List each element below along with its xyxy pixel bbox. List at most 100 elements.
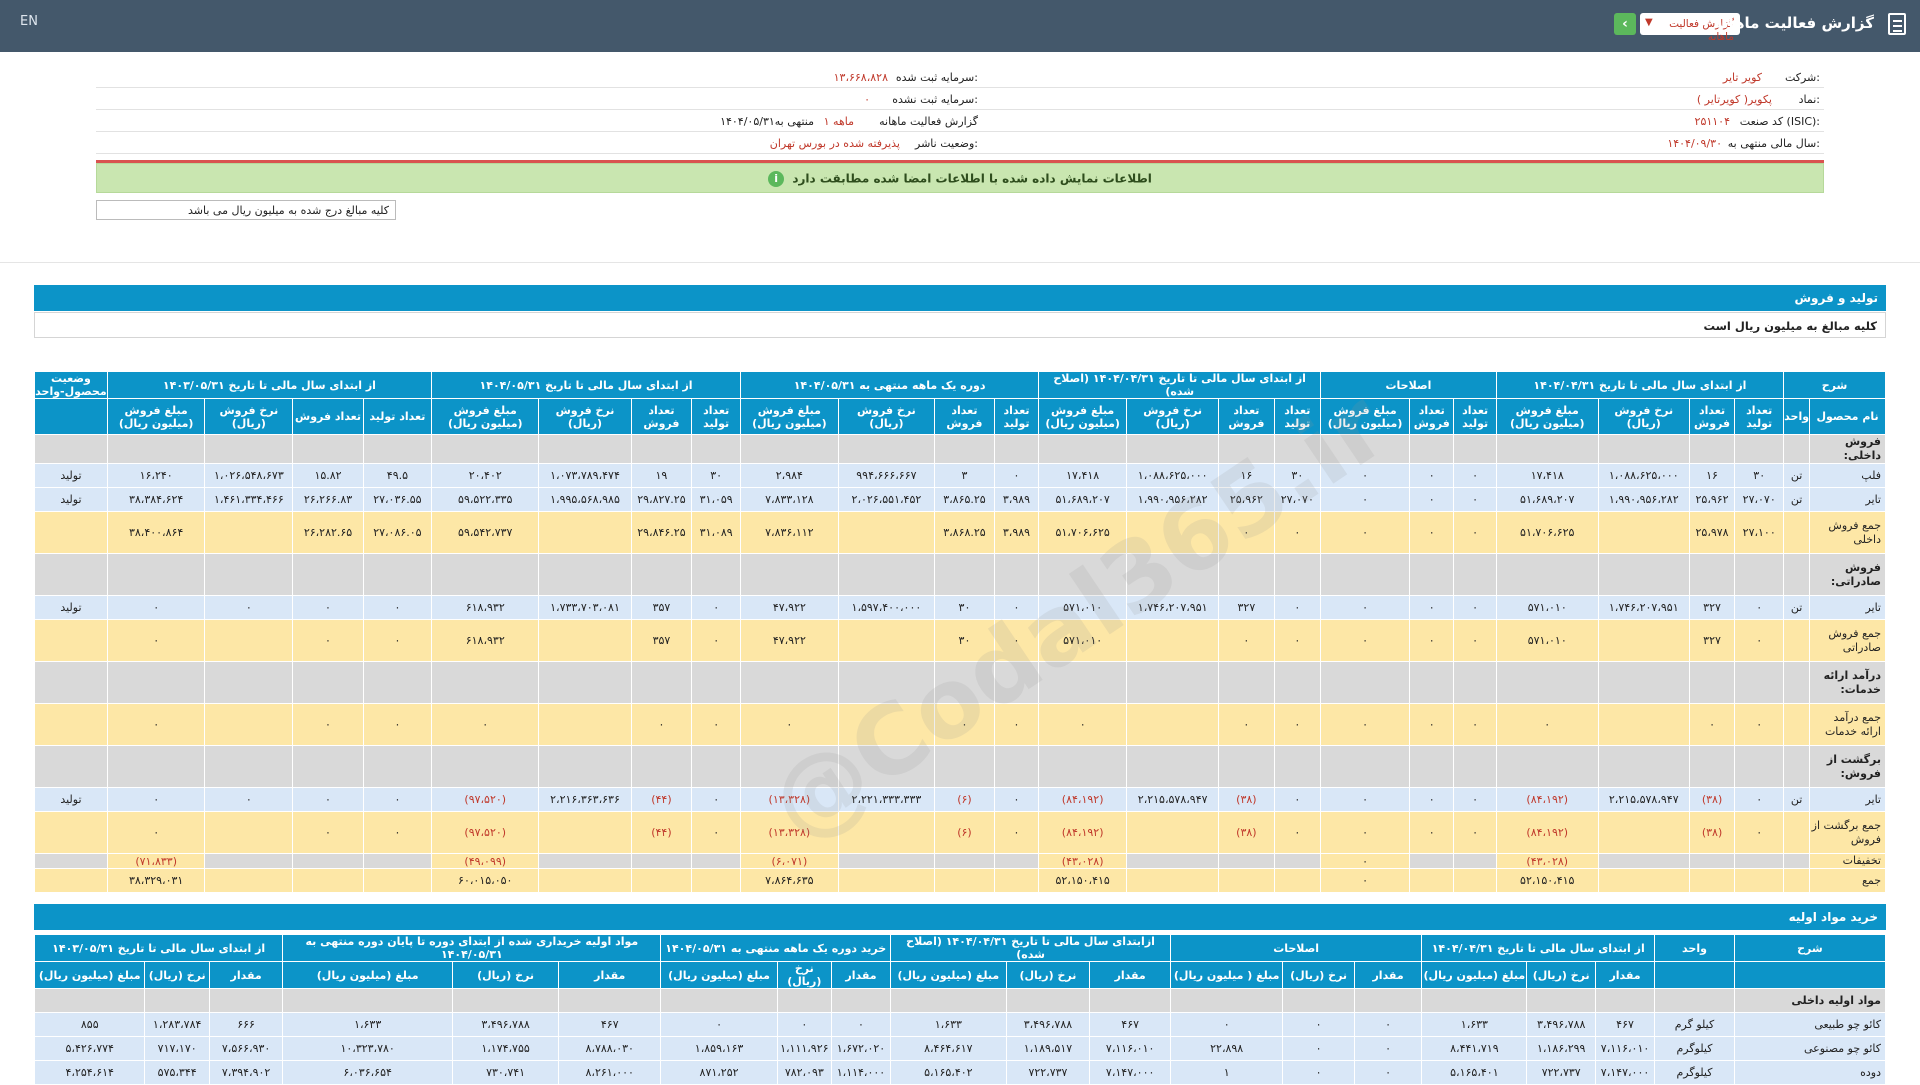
report-type-select[interactable]: ▼ گزارش فعالیت ماهانه	[1640, 13, 1740, 43]
table-cell	[1218, 868, 1275, 893]
table-cell	[1409, 868, 1455, 893]
table-cell: (۳۸)	[1688, 787, 1736, 812]
table-cell: ۰	[1453, 787, 1497, 812]
table-cell	[1038, 745, 1128, 788]
table-cell: ۷،۱۱۶،۰۱۰	[1594, 1036, 1656, 1061]
table-cell	[1734, 868, 1785, 893]
table-cell	[740, 553, 839, 596]
table-cell	[1273, 434, 1322, 464]
table-cell: (۱۳،۳۲۸)	[740, 811, 839, 854]
table-cell: ۰	[993, 463, 1040, 488]
table-cell	[1688, 745, 1736, 788]
table-cell: ۱،۵۹۷،۴۰۰،۰۰۰	[837, 595, 936, 620]
table-cell: فروش صادراتی:	[1809, 553, 1886, 596]
column-header: مبلغ فروش (میلیون ریال)	[1320, 398, 1411, 435]
table-cell	[1273, 661, 1322, 704]
prev-button[interactable]: ‹	[1614, 13, 1636, 35]
table-cell	[1005, 988, 1091, 1013]
table-cell	[1654, 988, 1735, 1013]
table-cell	[204, 868, 294, 893]
table-cell: ۴۶۷	[558, 1012, 662, 1037]
table-cell: (۸۴،۱۹۲)	[1495, 811, 1599, 854]
report-duration: ۱ ماهه	[823, 115, 854, 128]
table-cell: ۰	[993, 703, 1040, 746]
table-cell	[538, 553, 632, 596]
table-cell: ۸۵۵	[33, 1012, 146, 1037]
table-cell: ۳۰	[691, 463, 742, 488]
table-cell: ۰	[691, 619, 742, 662]
table-cell: ۰	[292, 811, 364, 854]
table-cell	[1038, 553, 1128, 596]
raw-materials-table: شرح واحد از ابتدای سال مالی تا تاریخ ۱۴۰۴/…	[33, 934, 1887, 1085]
table-cell: ۳،۹۸۹	[993, 487, 1040, 512]
column-header: نرخ فروش (ریال)	[1597, 398, 1690, 435]
table-cell: ۰	[1282, 1036, 1355, 1061]
table-cell	[934, 434, 995, 464]
table-cell	[1409, 745, 1455, 788]
table-cell: ۳۸،۳۸۴،۶۲۴	[106, 487, 206, 512]
table-cell	[1783, 811, 1811, 854]
table-cell	[660, 988, 778, 1013]
table-cell: ۰	[1734, 811, 1785, 854]
table-cell	[1409, 553, 1455, 596]
table-cell	[1126, 619, 1220, 662]
table-cell	[630, 434, 693, 464]
table-cell	[1597, 703, 1690, 746]
table-row: جمع فروش داخلی ۲۷،۱۰۰ ۲۵،۹۷۸ ۵۱،۷۰۶،۶۲۵ ۰ ۰ ۰ ۰…	[34, 511, 1886, 554]
table-cell	[204, 511, 294, 554]
table-cell	[204, 434, 294, 464]
table-cell: کائو چو طبیعی	[1733, 1012, 1887, 1037]
table-cell: ۰	[934, 703, 995, 746]
table-cell	[1495, 553, 1599, 596]
table-cell: ۴،۲۵۴،۶۱۴	[33, 1060, 146, 1085]
table-cell: ۰	[1409, 595, 1455, 620]
table-cell	[1495, 745, 1599, 788]
table-row: فلپ تن ۳۰ ۱۶ ۱،۰۸۸،۶۲۵،۰۰۰ ۱۷،۴۱۸ ۰ ۰ ۰ ۳۰ ۱۶ ۱،۰۸۸…	[34, 463, 1886, 488]
table-row: فروش داخلی:	[34, 434, 1886, 464]
table-cell: ۱،۷۴۶،۲۰۷،۹۵۱	[1597, 595, 1690, 620]
table-cell	[630, 661, 693, 704]
table-cell: ۱،۱۸۶،۲۹۹	[1526, 1036, 1596, 1061]
table-cell	[538, 619, 632, 662]
table-cell	[1734, 661, 1785, 704]
column-header	[1654, 961, 1735, 989]
table-cell	[1126, 661, 1220, 704]
isic-label: کد صنعت (ISIC):	[1739, 115, 1820, 128]
table-cell	[1688, 434, 1736, 464]
table-cell	[630, 553, 693, 596]
table-row: جمع درآمد ارائه خدمات ۰ ۰ ۰ ۰ ۰ ۰ ۰ ۰ ۰ ۰ ۰ ۰ ۰ ۰ ۰ ۰ ۰ ۰	[34, 703, 1886, 746]
table-cell	[282, 988, 453, 1013]
table-cell	[1320, 661, 1411, 704]
table-cell	[1688, 553, 1736, 596]
table-cell	[993, 868, 1040, 893]
column-header: تعداد تولید	[1734, 398, 1785, 435]
table-cell	[1169, 988, 1284, 1013]
table-cell	[1688, 661, 1736, 704]
table-cell: جمع درآمد ارائه خدمات	[1809, 703, 1886, 746]
table-cell	[630, 853, 693, 869]
table-cell: ۰	[1320, 703, 1411, 746]
table-cell: ۲۷،۰۷۰	[1273, 487, 1322, 512]
table-cell: ۰	[1734, 703, 1785, 746]
cap-reg-value: ۱۳،۶۶۸،۸۲۸	[833, 71, 888, 84]
table-cell: ۳۰	[934, 595, 995, 620]
table-cell	[1320, 434, 1411, 464]
column-header: مبلغ فروش (میلیون ریال)	[1495, 398, 1599, 435]
table-cell	[1597, 868, 1690, 893]
table-cell: ۳۵۷	[630, 595, 693, 620]
table-cell: جمع برگشت از فروش	[1809, 811, 1886, 854]
column-header: نرخ فروش (ریال)	[837, 398, 936, 435]
table-cell	[292, 661, 364, 704]
table-cell: ۰	[691, 595, 742, 620]
table-cell	[1038, 434, 1128, 464]
table-cell	[1273, 745, 1322, 788]
table-cell	[1688, 868, 1736, 893]
table-cell	[1218, 745, 1275, 788]
table-cell: تخفیفات	[1809, 853, 1886, 869]
language-toggle[interactable]: EN	[20, 14, 38, 29]
table-row: تخفیفات (۴۳،۰۲۸) ۰ (۴۳،۰۲۸) (۶،۰۷۱) (۴۹،۰۹۹) (…	[34, 853, 1886, 869]
table-row: جمع برگشت از فروش ۰ (۳۸) (۸۴،۱۹۲) ۰ ۰ ۰ ۰ (۳۸) (۸…	[34, 811, 1886, 854]
group-header: از ابتدای سال مالی تا تاریخ ۱۴۰۳/۰۵/۳۱	[33, 934, 284, 962]
table-cell: (۴۴)	[630, 811, 693, 854]
table-cell: ۰	[776, 1012, 832, 1037]
